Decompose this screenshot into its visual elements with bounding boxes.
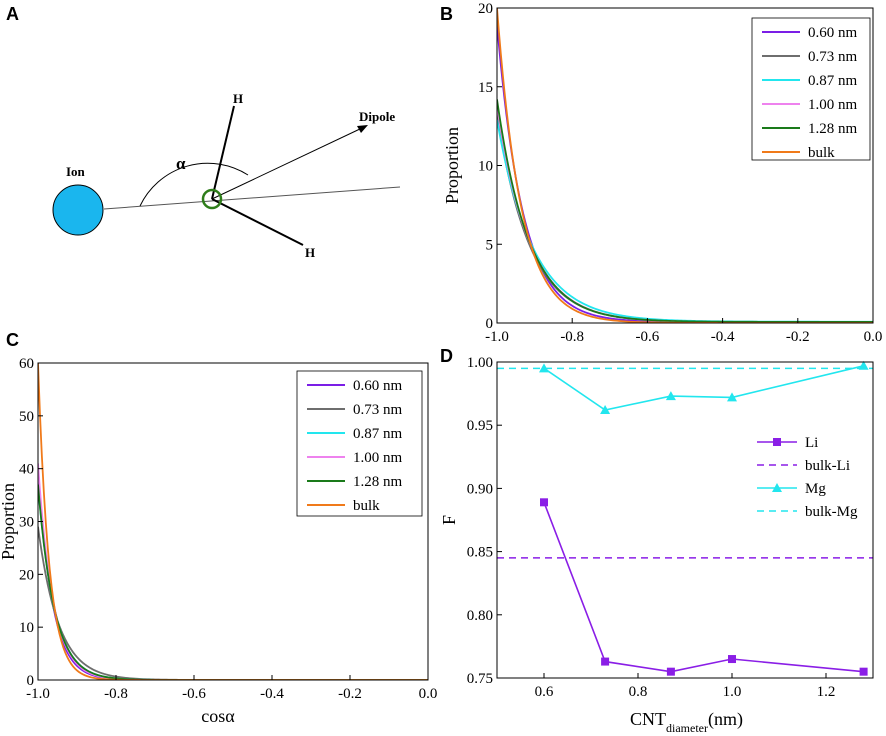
y-tick-label: 30 [19,515,34,531]
data-point-mg [539,363,549,373]
panel-letter-b: B [440,4,453,24]
legend-box [296,370,423,517]
x-tick-label: -0.4 [711,329,735,345]
y-tick-label: 1.00 [467,355,493,371]
legend-label: 1.28 nm [808,121,858,137]
data-point-li [859,667,868,676]
x-tick-label: -0.8 [104,686,128,702]
ion-label: Ion [66,164,86,179]
y-tick-label: 15 [478,80,493,96]
oh-bond-bottom [211,198,304,246]
panel-d-chart: 0.6 0.8 1.0 1.2 0.75 0.80 0.85 0.90 0.95 1.00 F CNT… [439,355,874,735]
dipole-arrow [211,127,363,200]
y-tick-label: 10 [19,620,34,636]
x-tick-label: 1.0 [723,684,742,700]
y-tick-label: 0.75 [467,671,493,687]
legend-label: 0.73 nm [353,402,403,418]
x-tick-label: 1.2 [817,684,836,700]
legend-label: 0.73 nm [808,49,858,65]
legend-label: bulk-Li [805,458,850,474]
oxygen-atom [201,188,223,210]
panel-c-chart: -1.0 -0.8 -0.6 -0.4 -0.2 0.0 0 10 20 30 40 50 60 Prop… [0,356,437,726]
y-tick-label: 40 [19,462,34,478]
panel-letter-d: D [440,346,453,366]
y-axis-label: Proportion [0,483,18,560]
x-tick-label: 0.0 [419,686,438,702]
series-line-mg [543,365,864,411]
legend-label: 1.00 nm [353,450,403,466]
h-top-label: H [233,91,243,106]
y-tick-label: 50 [19,409,34,425]
legend-label: 1.28 nm [353,474,403,490]
y-tick-label: 10 [478,159,493,175]
data-point-mg [600,405,611,415]
y-tick-label: 20 [478,1,493,17]
x-tick-label: 0.0 [864,329,883,345]
x-tick-label: -0.4 [260,686,284,702]
x-axis-label: CNTdiameter(nm) [630,709,743,735]
y-axis-label: Proportion [442,127,462,204]
ion-sphere [52,184,104,236]
x-tick-label: -0.2 [338,686,362,702]
legend-marker [773,438,781,446]
legend-label: 0.60 nm [353,378,403,394]
alpha-angle-arc [139,162,249,207]
x-tick-label: 0.8 [629,684,648,700]
y-tick-label: 0.85 [467,545,493,561]
x-axis-label: cosα [201,706,235,726]
panel-a-diagram: Ion α H H Dipole [52,91,401,260]
legend-label: 0.87 nm [808,73,858,89]
data-point-li [601,657,610,666]
y-tick-label: 0.90 [467,481,493,497]
y-tick-label: 0.95 [467,418,493,434]
series-line-bulk [38,363,428,680]
series-line-0-73-nm [38,526,428,680]
data-point-mg [665,391,676,401]
x-tick-label: -1.0 [485,329,509,345]
legend-label: 1.00 nm [808,97,858,113]
data-point-mg [858,360,869,370]
data-point-li [728,655,736,664]
h-bottom-label: H [305,245,315,260]
y-tick-label: 60 [19,356,34,372]
series-line-1-28-nm [38,484,428,680]
oh-bond-top [211,105,235,200]
y-tick-label: 0.80 [467,608,493,624]
legend-label: 0.87 nm [353,426,403,442]
ion-oxygen-axis [103,186,401,210]
x-tick-label: 0.6 [535,684,554,700]
x-tick-label: -0.6 [636,329,660,345]
y-tick-label: 0 [486,316,494,332]
data-point-li [666,667,675,676]
panel-letter-c: C [6,330,19,350]
legend-marker [772,483,782,492]
data-point-li [540,498,548,507]
legend-label: Li [805,435,818,451]
legend-label: bulk [808,145,835,161]
dipole-arrowhead [357,125,368,133]
x-tick-label: -0.8 [560,329,584,345]
data-point-mg [727,392,737,402]
legend-label: bulk-Mg [805,504,858,520]
plot-frame [496,361,874,679]
y-tick-label: 20 [19,567,34,583]
alpha-label: α [176,154,186,173]
y-axis-label: F [439,515,459,525]
legend-label: 0.60 nm [808,25,858,41]
y-tick-label: 0 [27,673,35,689]
x-tick-label: -1.0 [26,686,50,702]
panel-b-chart: -1.0 -0.8 -0.6 -0.4 -0.2 0.0 0 5 10 15 20 Proportio… [442,1,882,345]
x-tick-label: -0.6 [182,686,206,702]
x-tick-label: -0.2 [786,329,810,345]
legend-box [751,17,871,161]
dipole-label: Dipole [359,109,395,124]
y-tick-label: 5 [486,237,494,253]
series-line-1-28-nm [497,99,873,323]
series-line-li [543,502,864,673]
panel-letter-a: A [6,4,19,24]
legend-label: bulk [353,498,380,514]
legend-label: Mg [805,481,826,497]
